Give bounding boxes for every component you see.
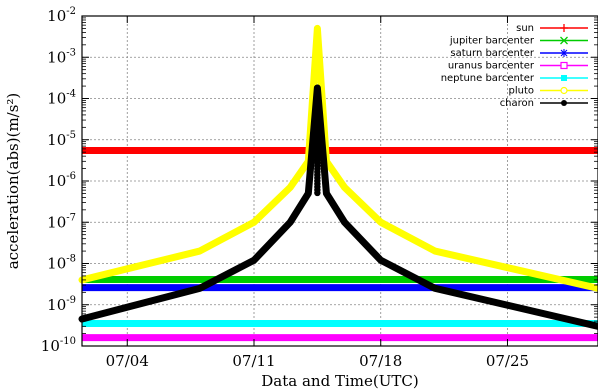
y-axis-label: acceleration(abs)(m/s²)	[4, 93, 22, 270]
series-marker	[314, 58, 321, 65]
y-tick-label: 10-6	[47, 171, 76, 190]
legend-marker	[560, 24, 568, 32]
legend-label: jupiter barcenter	[449, 36, 535, 47]
legend-marker	[560, 61, 568, 70]
y-tick-label: 10-8	[47, 254, 76, 273]
y-tick-label: 10-3	[47, 47, 76, 66]
legend-marker	[561, 75, 567, 81]
series-marker	[314, 43, 321, 50]
series-layer	[78, 24, 598, 342]
y-tick-label: 10-2	[47, 6, 76, 25]
grid-layer	[82, 16, 598, 346]
y-tick-label: 10-7	[47, 212, 76, 231]
legend-marker	[560, 49, 568, 57]
legend-label: pluto	[508, 86, 534, 97]
ticks-layer: 10-10 10-9 10-8 10-7 10-6 10-5 10-4 10-3 10-2 07/…	[41, 6, 598, 370]
series-marker	[314, 61, 321, 68]
series-charon	[78, 84, 598, 330]
series-marker	[314, 37, 321, 44]
series-marker	[314, 189, 321, 197]
legend-label: sun	[516, 23, 534, 34]
x-tick-label: 07/04	[106, 352, 149, 370]
x-tick-label: 07/11	[232, 352, 275, 370]
y-tick-label: 10-5	[47, 130, 76, 149]
x-tick-label: 07/18	[359, 352, 402, 370]
series-marker	[314, 49, 321, 56]
legend-marker	[560, 86, 568, 95]
legend-label: uranus barcenter	[448, 61, 535, 72]
legend-marker	[560, 36, 568, 45]
y-tick-label: 10-9	[47, 295, 76, 314]
series-marker	[314, 25, 321, 32]
series-marker	[314, 70, 321, 77]
y-tick-label: 10-10	[41, 336, 76, 355]
series-marker	[314, 46, 321, 53]
legend-label: neptune barcenter	[441, 73, 535, 84]
series-marker	[314, 64, 321, 71]
x-axis-label: Data and Time(UTC)	[261, 372, 418, 390]
series-marker	[314, 55, 321, 62]
series-marker	[314, 34, 321, 41]
series-marker	[314, 28, 321, 35]
legend-label: saturn barcenter	[450, 48, 534, 59]
x-tick-label: 07/25	[486, 352, 529, 370]
series-marker	[314, 76, 321, 83]
series-marker	[314, 73, 321, 80]
y-tick-label: 10-4	[47, 89, 76, 108]
series-marker	[314, 67, 321, 74]
legend-marker	[561, 100, 567, 106]
series-marker	[314, 52, 321, 59]
series-marker	[314, 31, 321, 38]
legend-label: charon	[500, 98, 534, 109]
series-marker	[314, 40, 321, 47]
